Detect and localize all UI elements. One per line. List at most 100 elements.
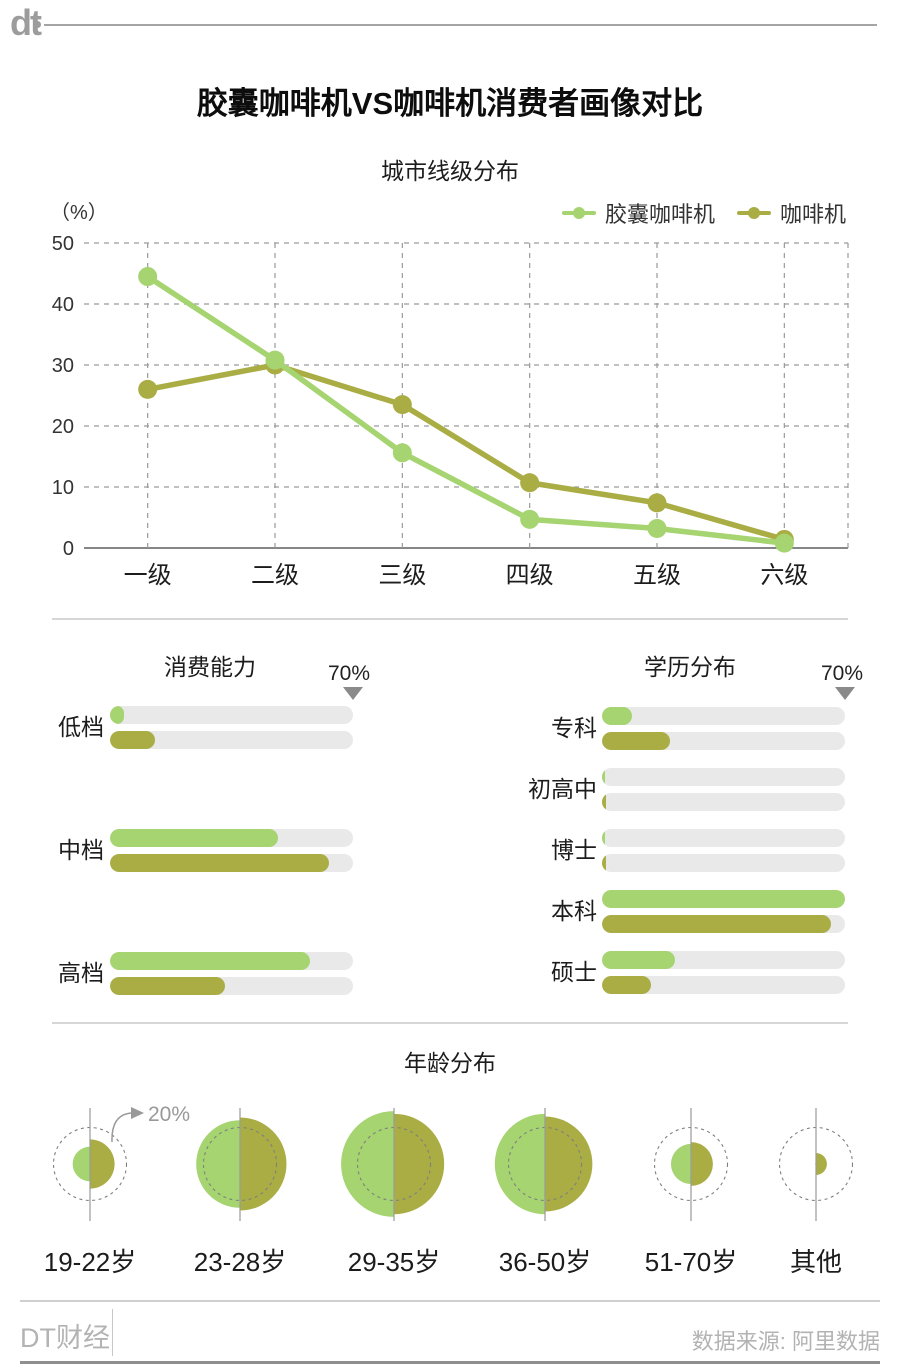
bar-fill-coffee [110, 730, 156, 749]
age-half-coffee [691, 1142, 713, 1186]
y-tick-label: 10 [52, 477, 74, 499]
age-half-capsule [670, 1143, 691, 1185]
age-bubble-chart [52, 1107, 854, 1221]
series-line-coffee [144, 362, 788, 543]
bar-category-label: 本科 [551, 898, 597, 924]
age-category-label: 19-22岁 [43, 1247, 137, 1277]
data-point-capsule [392, 443, 412, 463]
age-half-coffee [90, 1139, 115, 1189]
age-half-coffee [816, 1153, 827, 1175]
x-category-label: 六级 [760, 562, 808, 589]
bar-fill-capsule [602, 890, 845, 908]
bar-track [110, 706, 353, 724]
bar-category-label: 中档 [58, 837, 104, 863]
legend-marker-capsule-icon [561, 207, 596, 219]
bar-category-label: 硕士 [551, 959, 597, 985]
bar-track [602, 731, 845, 750]
y-axis-unit-label: （%） [50, 202, 108, 224]
annotation-arrow [111, 1112, 133, 1143]
legend-marker-coffee-icon [736, 207, 771, 219]
age-half-coffee [240, 1117, 287, 1211]
city-tier-line-chart: 0 10 20 30 40 50 一级 二级 三级 四级 五级 六级 [52, 233, 849, 589]
bar-category-label: 专科 [551, 715, 597, 741]
axis-max-triangle-icon [343, 687, 363, 700]
footer-rule-top [20, 1300, 880, 1302]
education-title: 学历分布 [644, 654, 736, 680]
bar-fill-coffee [602, 731, 670, 750]
bar-fill-capsule [602, 768, 606, 786]
bar-track [602, 768, 845, 786]
spending-power-title: 消费能力 [164, 654, 256, 680]
education-axis-max: 70% [820, 662, 863, 685]
bar-fill-capsule [110, 829, 279, 847]
legend-label-capsule: 胶囊咖啡机 [604, 202, 715, 227]
data-point-coffee [647, 493, 667, 513]
y-tick-label: 0 [63, 538, 74, 560]
age-half-capsule [196, 1120, 240, 1208]
bar-track [110, 952, 353, 970]
age-category-label: 51-70岁 [644, 1247, 738, 1277]
x-category-label: 五级 [633, 562, 681, 589]
header-rule [44, 24, 877, 26]
bar-category-label: 低档 [58, 714, 104, 740]
y-tick-label: 50 [52, 233, 74, 255]
age-half-capsule [72, 1146, 90, 1182]
chart-legend: 胶囊咖啡机 咖啡机 [561, 197, 846, 229]
bar-fill-coffee [602, 792, 607, 811]
age-category-label: 23-28岁 [193, 1247, 287, 1277]
age-category-label: 其他 [789, 1247, 842, 1277]
data-point-capsule [774, 533, 794, 553]
x-category-label: 二级 [251, 562, 299, 589]
section-divider [52, 1022, 848, 1024]
data-point-capsule [647, 518, 667, 538]
section-divider [52, 618, 848, 620]
data-point-coffee [392, 395, 412, 415]
annotation-arrowhead-icon [131, 1107, 144, 1119]
x-category-label: 四级 [506, 562, 554, 589]
bar-fill-capsule [602, 707, 632, 725]
age-half-capsule [341, 1111, 394, 1217]
logo-dot [34, 21, 41, 28]
spending-power-axis-max: 70% [327, 662, 370, 685]
page-title: 胶囊咖啡机VS咖啡机消费者画像对比 [196, 86, 704, 121]
bar-track [602, 792, 845, 811]
footer-brand: DT财经 [20, 1323, 110, 1353]
axis-max-triangle-icon [835, 687, 855, 700]
bar-fill-coffee [602, 914, 832, 933]
bar-fill-coffee [602, 853, 607, 872]
bar-track [602, 890, 845, 908]
bar-track [110, 976, 353, 995]
y-tick-label: 20 [52, 416, 74, 438]
y-tick-label: 30 [52, 355, 74, 377]
age-category-label: 29-35岁 [347, 1247, 441, 1277]
bar-track [602, 975, 845, 994]
line-chart-title: 城市线级分布 [381, 158, 519, 184]
legend-item-coffee: 咖啡机 [736, 197, 846, 229]
footer-source: 数据来源: 阿里数据 [691, 1329, 880, 1354]
footer-divider [112, 1309, 113, 1356]
data-point-capsule [265, 350, 285, 370]
bar-track [602, 829, 845, 847]
bar-track [602, 914, 845, 933]
reference-annotation: 20% [148, 1103, 191, 1126]
bar-fill-coffee [602, 975, 651, 994]
bar-track [110, 730, 353, 749]
data-point-capsule [520, 509, 540, 529]
bar-category-label: 初高中 [528, 776, 597, 802]
bar-fill-capsule [110, 952, 310, 970]
bar-category-label: 博士 [551, 837, 597, 863]
age-half-capsule [494, 1113, 545, 1215]
y-tick-label: 40 [52, 294, 74, 316]
bar-fill-coffee [110, 853, 329, 872]
bar-fill-capsule [602, 829, 606, 847]
age-category-label: 36-50岁 [498, 1247, 592, 1277]
x-category-label: 一级 [124, 562, 172, 589]
footer-rule-bottom [20, 1361, 880, 1364]
bar-category-label: 高档 [58, 960, 104, 986]
data-point-capsule [138, 267, 158, 287]
data-point-coffee [138, 379, 158, 399]
age-half-coffee [545, 1116, 593, 1212]
bar-track [110, 829, 353, 847]
legend-item-capsule: 胶囊咖啡机 [561, 197, 715, 229]
